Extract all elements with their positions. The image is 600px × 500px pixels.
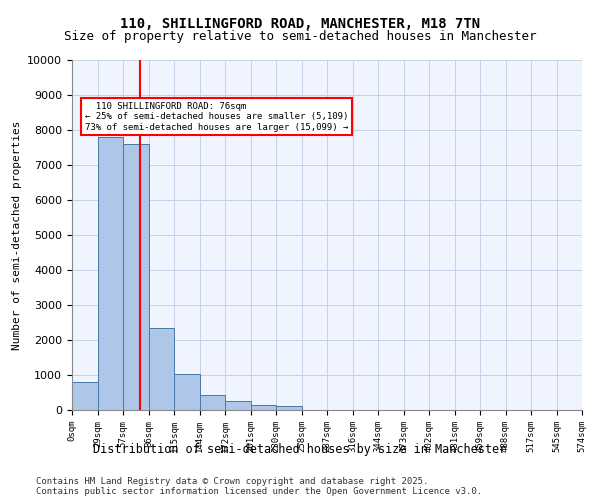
Text: Contains HM Land Registry data © Crown copyright and database right 2025.: Contains HM Land Registry data © Crown c…: [36, 478, 428, 486]
Bar: [72, 382, 97, 410]
Text: 110 SHILLINGFORD ROAD: 76sqm
← 25% of semi-detached houses are smaller (5,109)
7: 110 SHILLINGFORD ROAD: 76sqm ← 25% of se…: [85, 102, 348, 132]
Text: Size of property relative to semi-detached houses in Manchester: Size of property relative to semi-detach…: [64, 30, 536, 43]
Bar: [276, 406, 302, 410]
Text: Contains public sector information licensed under the Open Government Licence v3: Contains public sector information licen…: [36, 488, 482, 496]
Bar: [149, 328, 174, 410]
Bar: [199, 395, 225, 410]
Text: Distribution of semi-detached houses by size in Manchester: Distribution of semi-detached houses by …: [94, 442, 506, 456]
Y-axis label: Number of semi-detached properties: Number of semi-detached properties: [12, 120, 22, 350]
Bar: [97, 137, 123, 410]
Bar: [251, 405, 276, 410]
Bar: [225, 400, 251, 410]
Text: 110, SHILLINGFORD ROAD, MANCHESTER, M18 7TN: 110, SHILLINGFORD ROAD, MANCHESTER, M18 …: [120, 18, 480, 32]
Bar: [123, 144, 149, 410]
Bar: [174, 374, 199, 410]
